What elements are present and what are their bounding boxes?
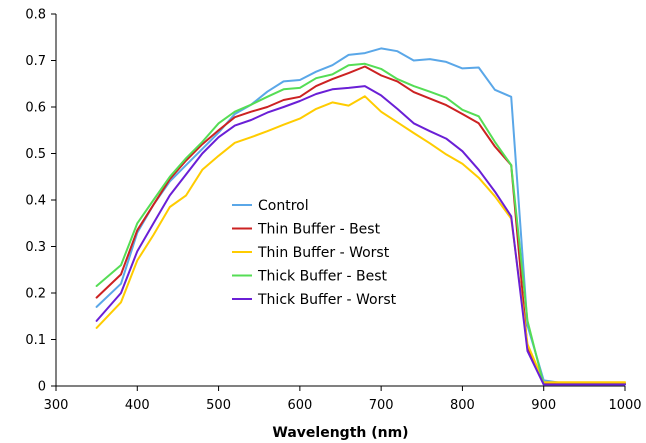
axes: 0 0.1 0.2 0.3 0.4 0.5 0.6 0.7 0.8 300 400 500 600 700…	[25, 8, 641, 414]
series-line-5	[95, 85, 626, 386]
y-tick-label: 0	[38, 380, 46, 395]
y-tick-label: 0.2	[25, 287, 46, 302]
x-tick-label: 700	[369, 398, 394, 413]
x-tick-label: 800	[450, 398, 475, 413]
legend-label: Control	[258, 198, 309, 214]
series-lines	[95, 47, 626, 386]
y-tick-label: 0.4	[25, 194, 46, 209]
x-tick-label: 1000	[608, 398, 641, 413]
y-tick-label: 0.5	[25, 147, 46, 162]
x-tick-label: 300	[44, 398, 69, 413]
x-tick-label: 400	[125, 398, 150, 413]
x-tick-label: 500	[206, 398, 231, 413]
legend-label: Thick Buffer - Best	[257, 269, 388, 285]
x-tick-label: 900	[531, 398, 556, 413]
y-tick-label: 0.1	[25, 333, 46, 348]
y-tick-label: 0.8	[25, 8, 46, 23]
series-line-3	[95, 95, 626, 384]
x-axis-title: Wavelength (nm)	[272, 425, 408, 441]
legend-label: Thick Buffer - Worst	[257, 292, 397, 308]
legend-label: Thin Buffer - Best	[257, 222, 381, 238]
series-line-4	[95, 62, 626, 386]
y-tick-label: 0.6	[25, 101, 46, 116]
legend-label: Thin Buffer - Worst	[257, 245, 390, 261]
y-tick-label: 0.7	[25, 54, 46, 69]
y-tick-label: 0.3	[25, 240, 46, 255]
legend: Control Thin Buffer - Best Thin Buffer - W…	[232, 198, 397, 308]
x-tick-label: 600	[287, 398, 312, 413]
